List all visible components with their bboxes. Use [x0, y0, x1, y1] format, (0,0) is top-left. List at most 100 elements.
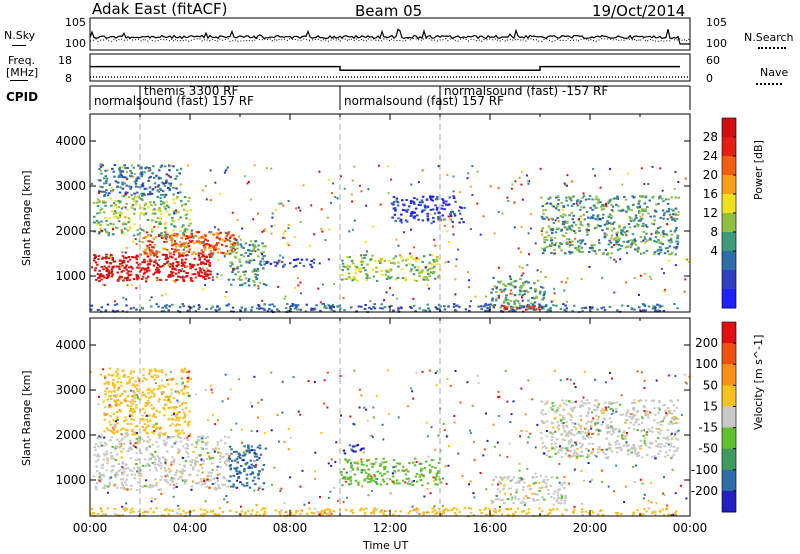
- echo-cell: [113, 423, 117, 426]
- echo-cell: [258, 307, 261, 310]
- echo-cell: [570, 251, 573, 254]
- echo-cell: [445, 200, 448, 203]
- echo-cell: [540, 270, 542, 273]
- echo-cell: [233, 237, 236, 240]
- echo-cell: [103, 276, 106, 279]
- echo-cell: [135, 191, 139, 194]
- echo-cell: [163, 459, 167, 462]
- colorbar-segment: [722, 156, 736, 176]
- echo-cell: [375, 483, 379, 485]
- echo-cell: [137, 510, 141, 513]
- echo-cell: [618, 446, 621, 449]
- echo-cell: [141, 241, 144, 243]
- echo-cell: [656, 421, 660, 424]
- echo-cell: [296, 258, 299, 261]
- echo-cell: [201, 447, 205, 450]
- echo-cell: [170, 239, 173, 242]
- nave-tick-low: 0: [706, 72, 713, 85]
- echo-cell: [565, 403, 568, 406]
- echo-cell: [357, 483, 360, 486]
- echo-cell: [223, 240, 227, 243]
- echo-cell: [506, 513, 510, 516]
- echo-cell: [112, 382, 115, 385]
- echo-cell: [328, 228, 331, 231]
- echo-cell: [569, 407, 573, 410]
- echo-cell: [574, 441, 577, 444]
- echo-cell: [610, 412, 613, 415]
- echo-cell: [554, 241, 558, 244]
- echo-cell: [404, 277, 407, 280]
- echo-cell: [118, 442, 122, 445]
- echo-cell: [248, 249, 251, 252]
- echo-cell: [296, 510, 299, 513]
- echo-cell: [387, 192, 390, 195]
- echo-cell: [204, 278, 207, 280]
- echo-cell: [249, 459, 253, 462]
- echo-cell: [131, 507, 134, 510]
- echo-cell: [495, 299, 498, 302]
- echo-cell: [565, 307, 568, 310]
- echo-cell: [105, 189, 108, 192]
- echo-cell: [319, 301, 322, 304]
- echo-cell: [627, 207, 630, 210]
- echo-cell: [262, 513, 266, 516]
- echo-cell: [162, 391, 165, 393]
- echo-cell: [287, 448, 290, 451]
- echo-cell: [262, 251, 265, 254]
- echo-cell: [99, 507, 103, 510]
- echo-cell: [610, 407, 613, 410]
- echo-cell: [421, 261, 424, 263]
- echo-cell: [434, 512, 437, 515]
- echo-cell: [480, 307, 483, 310]
- echo-cell: [294, 286, 296, 289]
- echo-cell: [416, 269, 419, 272]
- echo-cell: [209, 244, 212, 247]
- cpid-label: CPID: [6, 90, 39, 104]
- echo-cell: [659, 429, 662, 432]
- echo-cell: [211, 462, 214, 465]
- echo-cell: [373, 507, 376, 510]
- echo-cell: [232, 278, 235, 281]
- echo-cell: [151, 443, 154, 446]
- echo-cell: [674, 212, 677, 215]
- echo-cell: [639, 215, 642, 218]
- echo-cell: [112, 457, 115, 460]
- echo-cell: [332, 510, 336, 512]
- echo-cell: [239, 309, 242, 312]
- colorbar-tick-label: 20: [703, 168, 718, 182]
- echo-cell: [442, 511, 445, 514]
- echo-cell: [230, 283, 233, 286]
- echo-cell: [343, 452, 347, 455]
- echo-cell: [255, 307, 259, 310]
- echo-cell: [188, 263, 192, 266]
- echo-cell: [501, 289, 504, 292]
- echo-cell: [603, 236, 607, 239]
- echo-cell: [102, 487, 105, 489]
- echo-cell: [146, 269, 149, 272]
- echo-cell: [674, 513, 677, 516]
- echo-cell: [420, 199, 424, 202]
- echo-cell: [171, 216, 174, 219]
- echo-cell: [261, 468, 264, 471]
- echo-cell: [185, 241, 188, 244]
- echo-cell: [535, 476, 538, 478]
- echo-cell: [135, 433, 139, 435]
- echo-cell: [219, 439, 223, 442]
- echo-cell: [521, 171, 523, 173]
- echo-cell: [611, 210, 614, 213]
- echo-cell: [124, 223, 127, 226]
- echo-cell: [193, 273, 197, 276]
- echo-cell: [562, 447, 566, 450]
- echo-cell: [492, 276, 495, 279]
- echo-cell: [607, 456, 610, 459]
- echo-cell: [117, 399, 120, 402]
- echo-cell: [451, 220, 454, 223]
- echo-cell: [543, 479, 546, 481]
- echo-cell: [103, 484, 106, 487]
- echo-cell: [103, 191, 106, 194]
- echo-cell: [634, 243, 638, 246]
- echo-cell: [111, 309, 115, 312]
- echo-cell: [641, 225, 644, 228]
- echo-cell: [630, 451, 633, 454]
- echo-cell: [560, 228, 563, 231]
